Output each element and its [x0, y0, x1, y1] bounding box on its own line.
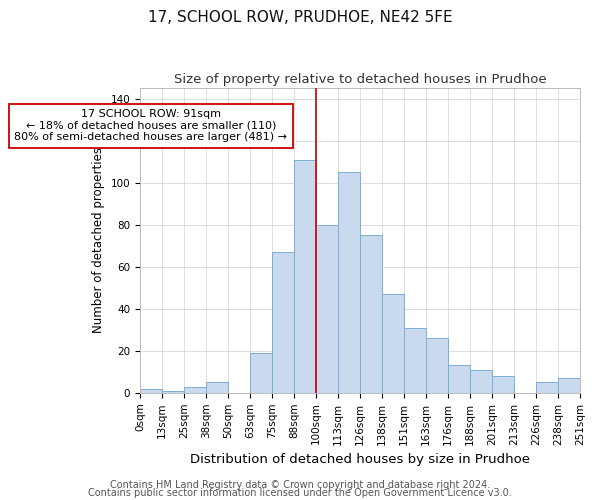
Bar — [536, 382, 558, 393]
Bar — [250, 353, 272, 393]
Bar — [426, 338, 448, 393]
X-axis label: Distribution of detached houses by size in Prudhoe: Distribution of detached houses by size … — [190, 453, 530, 466]
Bar — [492, 376, 514, 393]
Title: Size of property relative to detached houses in Prudhoe: Size of property relative to detached ho… — [173, 72, 546, 86]
Bar — [360, 235, 382, 393]
Bar — [162, 390, 184, 393]
Bar — [206, 382, 228, 393]
Bar — [448, 366, 470, 393]
Text: Contains public sector information licensed under the Open Government Licence v3: Contains public sector information licen… — [88, 488, 512, 498]
Bar — [316, 224, 338, 393]
Y-axis label: Number of detached properties: Number of detached properties — [92, 148, 105, 334]
Bar — [294, 160, 316, 393]
Text: 17 SCHOOL ROW: 91sqm
← 18% of detached houses are smaller (110)
80% of semi-deta: 17 SCHOOL ROW: 91sqm ← 18% of detached h… — [14, 109, 287, 142]
Bar — [338, 172, 360, 393]
Bar — [558, 378, 580, 393]
Bar — [184, 386, 206, 393]
Bar — [470, 370, 492, 393]
Bar — [272, 252, 294, 393]
Bar — [382, 294, 404, 393]
Bar — [404, 328, 426, 393]
Text: 17, SCHOOL ROW, PRUDHOE, NE42 5FE: 17, SCHOOL ROW, PRUDHOE, NE42 5FE — [148, 10, 452, 25]
Bar — [140, 388, 162, 393]
Text: Contains HM Land Registry data © Crown copyright and database right 2024.: Contains HM Land Registry data © Crown c… — [110, 480, 490, 490]
